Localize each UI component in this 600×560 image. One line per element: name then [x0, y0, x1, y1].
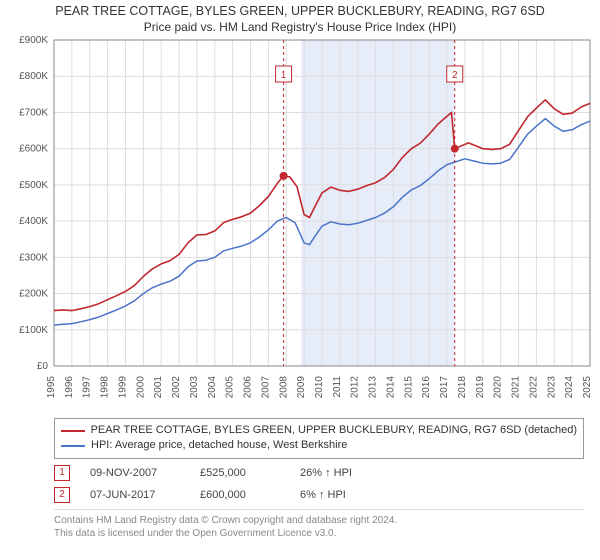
svg-text:2: 2 [452, 70, 458, 81]
svg-text:£600K: £600K [19, 144, 48, 155]
svg-text:2012: 2012 [350, 376, 361, 399]
svg-text:2009: 2009 [296, 376, 307, 399]
svg-text:£800K: £800K [19, 71, 48, 82]
svg-text:1997: 1997 [82, 376, 93, 399]
svg-text:1999: 1999 [117, 376, 128, 399]
svg-text:2008: 2008 [278, 376, 289, 399]
svg-text:2005: 2005 [225, 376, 236, 399]
svg-text:2024: 2024 [564, 376, 575, 399]
legend-item-hpi: HPI: Average price, detached house, West… [61, 438, 577, 453]
svg-text:2023: 2023 [546, 376, 557, 399]
svg-text:1: 1 [281, 70, 287, 81]
svg-text:2006: 2006 [243, 376, 254, 399]
legend-label-hpi: HPI: Average price, detached house, West… [91, 438, 347, 453]
svg-text:1996: 1996 [64, 376, 75, 399]
svg-text:£0: £0 [37, 361, 49, 372]
sales-table: 1 09-NOV-2007 £525,000 26% ↑ HPI 2 07-JU… [54, 465, 584, 503]
sale-delta: 6% ↑ HPI [300, 489, 390, 501]
sale-date: 09-NOV-2007 [90, 467, 180, 479]
svg-text:2014: 2014 [385, 376, 396, 399]
svg-text:2017: 2017 [439, 376, 450, 399]
svg-text:£700K: £700K [19, 107, 48, 118]
svg-text:2011: 2011 [332, 376, 343, 398]
svg-text:2002: 2002 [171, 376, 182, 399]
svg-text:2025: 2025 [582, 376, 593, 399]
chart-titles: PEAR TREE COTTAGE, BYLES GREEN, UPPER BU… [0, 0, 600, 36]
svg-text:2013: 2013 [368, 376, 379, 399]
svg-text:2001: 2001 [153, 376, 164, 399]
chart-legend: PEAR TREE COTTAGE, BYLES GREEN, UPPER BU… [54, 418, 584, 459]
sale-marker-box: 2 [54, 487, 70, 503]
footer-licence: This data is licensed under the Open Gov… [54, 527, 584, 541]
svg-text:£100K: £100K [19, 325, 48, 336]
svg-text:2018: 2018 [457, 376, 468, 399]
svg-text:2004: 2004 [207, 376, 218, 399]
sale-marker-box: 1 [54, 465, 70, 481]
svg-text:2003: 2003 [189, 376, 200, 399]
legend-label-property: PEAR TREE COTTAGE, BYLES GREEN, UPPER BU… [91, 423, 577, 438]
chart-footer: Contains HM Land Registry data © Crown c… [54, 509, 584, 541]
footer-copyright: Contains HM Land Registry data © Crown c… [54, 514, 584, 528]
sale-delta: 26% ↑ HPI [300, 467, 390, 479]
sale-date: 07-JUN-2017 [90, 489, 180, 501]
svg-text:£300K: £300K [19, 252, 48, 263]
svg-text:2019: 2019 [475, 376, 486, 399]
svg-text:1995: 1995 [46, 376, 57, 399]
svg-text:£200K: £200K [19, 289, 48, 300]
svg-text:£900K: £900K [19, 36, 48, 46]
svg-text:1998: 1998 [100, 376, 111, 399]
legend-swatch-hpi [61, 445, 85, 447]
svg-text:2016: 2016 [421, 376, 432, 399]
svg-text:2022: 2022 [528, 376, 539, 399]
svg-text:£400K: £400K [19, 216, 48, 227]
legend-item-property: PEAR TREE COTTAGE, BYLES GREEN, UPPER BU… [61, 423, 577, 438]
svg-text:2010: 2010 [314, 376, 325, 399]
sale-row: 2 07-JUN-2017 £600,000 6% ↑ HPI [54, 487, 584, 503]
chart-svg: £0 £100K £200K £300K £400K £500K £600K £700K £80… [0, 36, 600, 414]
chart-title-subtitle: Price paid vs. HM Land Registry's House … [8, 20, 592, 34]
svg-text:2021: 2021 [511, 376, 522, 399]
svg-text:2020: 2020 [493, 376, 504, 399]
legend-swatch-property [61, 430, 85, 432]
sale-row: 1 09-NOV-2007 £525,000 26% ↑ HPI [54, 465, 584, 481]
price-chart: £0 £100K £200K £300K £400K £500K £600K £700K £80… [0, 36, 600, 414]
svg-text:2007: 2007 [260, 376, 271, 399]
sale-price: £525,000 [200, 467, 280, 479]
sale-price: £600,000 [200, 489, 280, 501]
svg-text:2000: 2000 [135, 376, 146, 399]
svg-text:£500K: £500K [19, 180, 48, 191]
svg-text:2015: 2015 [403, 376, 414, 399]
chart-title-address: PEAR TREE COTTAGE, BYLES GREEN, UPPER BU… [8, 4, 592, 18]
